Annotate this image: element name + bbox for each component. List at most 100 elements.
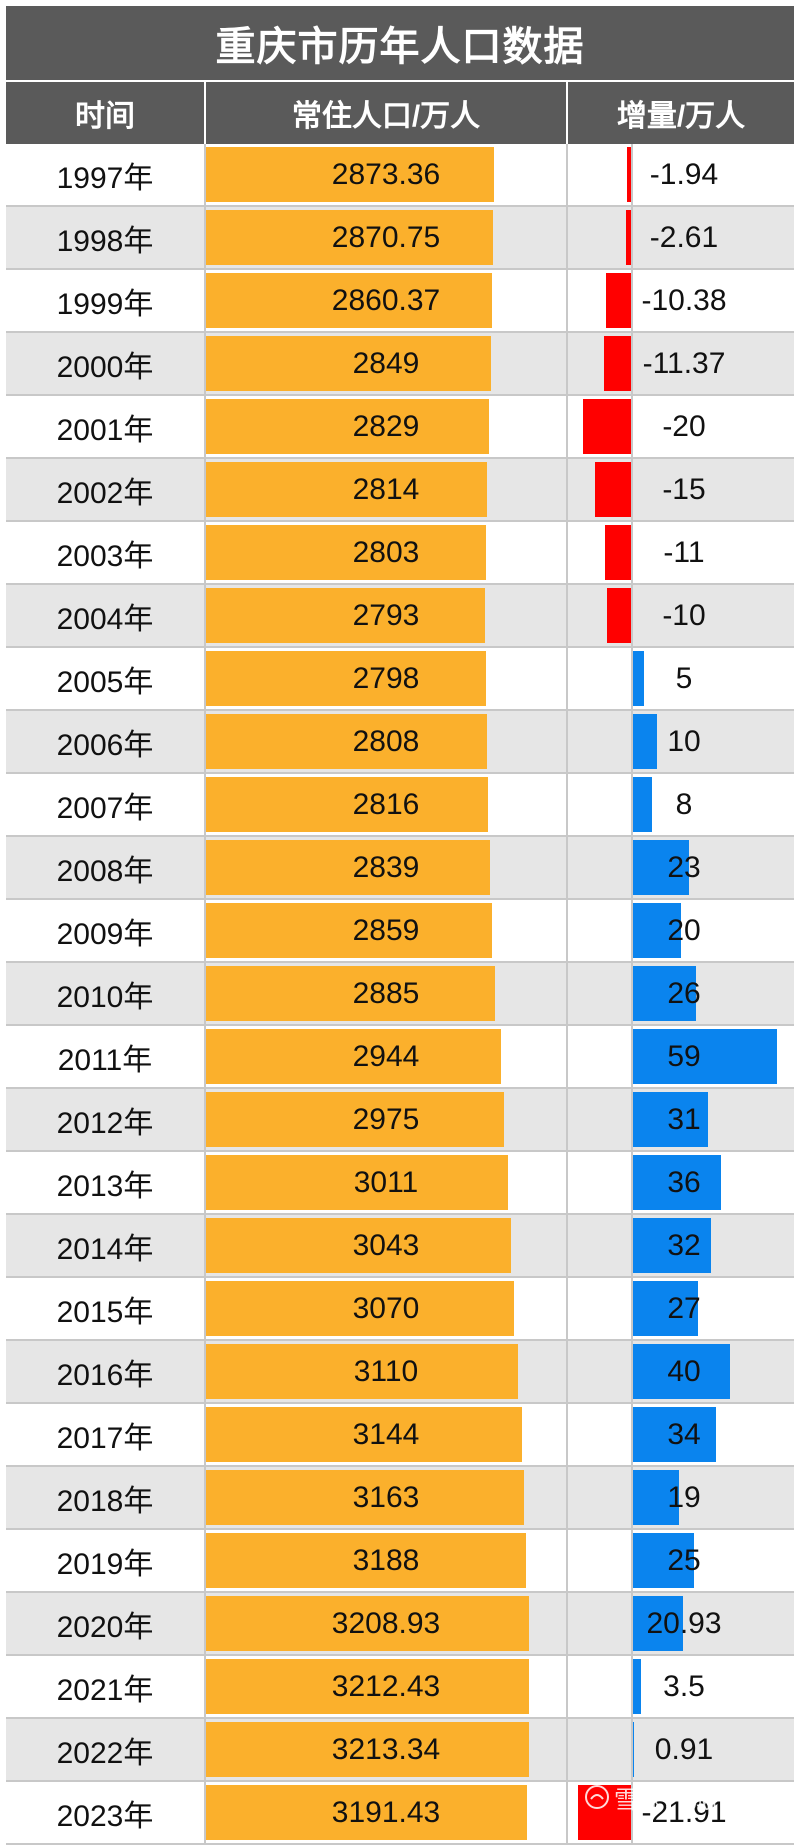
table-row: 2016年 3110 40	[6, 1341, 794, 1404]
increase-bar-positive	[632, 1533, 694, 1588]
population-bar	[206, 336, 492, 391]
population-value: 2808	[352, 724, 420, 758]
increase-value: -2.61	[649, 220, 719, 254]
increase-value: 0.91	[654, 1732, 714, 1766]
increase-value: 32	[667, 1228, 701, 1262]
increase-value: 20	[667, 913, 701, 947]
population-value: 2839	[352, 850, 420, 884]
population-value: 2816	[352, 787, 420, 821]
table-row: 2000年 2849 -11.37	[6, 333, 794, 396]
population-value: 3212.43	[331, 1669, 441, 1703]
year-cell: 2010年	[56, 980, 154, 1014]
column-divider	[204, 144, 206, 1845]
table-row: 1998年 2870.75 -2.61	[6, 207, 794, 270]
year-cell: 2004年	[56, 602, 154, 636]
table-row: 2002年 2814 -15	[6, 459, 794, 522]
population-value: 2829	[352, 409, 420, 443]
year-cell: 2007年	[56, 791, 154, 825]
increase-bar-negative	[607, 588, 632, 643]
zero-axis-line	[631, 144, 633, 1845]
population-bar	[206, 714, 487, 769]
table-row: 2023年 3191.43 -21.91	[6, 1782, 794, 1845]
table-row: 2017年 3144 34	[6, 1404, 794, 1467]
population-bar	[206, 147, 494, 202]
table-row: 2006年 2808 10	[6, 711, 794, 774]
population-bar	[206, 651, 486, 706]
increase-bar-positive	[632, 1155, 721, 1210]
population-bar	[206, 966, 495, 1021]
increase-bar-negative	[604, 336, 632, 391]
increase-value: 34	[667, 1417, 701, 1451]
table-row: 2022年 3213.34 0.91	[6, 1719, 794, 1782]
population-value: 3213.34	[331, 1732, 441, 1766]
header-increase: 增量/万人	[616, 100, 746, 133]
population-bar	[206, 1722, 529, 1777]
increase-value: 27	[667, 1291, 701, 1325]
population-bar	[206, 1344, 519, 1399]
population-bar	[206, 1785, 527, 1840]
table-row: 2018年 3163 19	[6, 1467, 794, 1530]
table-row: 2009年 2859 20	[6, 900, 794, 963]
increase-bar-positive	[632, 1596, 684, 1651]
increase-bar-negative	[595, 462, 632, 517]
table-row: 2004年 2793 -10	[6, 585, 794, 648]
population-bar	[206, 1659, 529, 1714]
header-divider	[566, 82, 568, 144]
table-row: 2020年 3208.93 20.93	[6, 1593, 794, 1656]
increase-value: 20.93	[646, 1606, 722, 1640]
population-bar	[206, 588, 486, 643]
population-value: 2849	[352, 346, 420, 380]
population-bar	[206, 399, 489, 454]
year-cell: 2016年	[56, 1358, 154, 1392]
population-value: 3163	[352, 1480, 420, 1514]
header-time: 时间	[75, 100, 135, 133]
year-cell: 2017年	[56, 1421, 154, 1455]
table-row: 2001年 2829 -20	[6, 396, 794, 459]
increase-bar-positive	[632, 1722, 635, 1777]
xueqiu-logo-icon	[585, 1785, 609, 1809]
page-title: 重庆市历年人口数据	[6, 6, 794, 80]
increase-bar-negative	[604, 525, 632, 580]
year-cell: 2022年	[56, 1736, 154, 1770]
table-row: 2021年 3212.43 3.5	[6, 1656, 794, 1719]
increase-value: 5	[675, 661, 693, 695]
increase-bar-positive	[632, 966, 696, 1021]
increase-bar-negative	[606, 273, 632, 328]
year-cell: 2020年	[56, 1610, 154, 1644]
population-bar	[206, 1533, 527, 1588]
population-bar	[206, 1092, 505, 1147]
population-value: 2870.75	[331, 220, 441, 254]
increase-value: -20	[662, 409, 706, 443]
population-value: 2859	[352, 913, 420, 947]
increase-value: 19	[667, 1480, 701, 1514]
increase-bar-positive	[632, 1092, 709, 1147]
increase-bar-positive	[632, 714, 657, 769]
year-cell: 1998年	[56, 224, 154, 258]
increase-value: 25	[667, 1543, 701, 1577]
increase-bar-positive	[632, 903, 682, 958]
increase-bar-positive	[632, 1659, 641, 1714]
column-divider	[566, 144, 568, 1845]
population-value: 3110	[353, 1354, 419, 1388]
year-cell: 2002年	[56, 476, 154, 510]
increase-bar-positive	[632, 1218, 711, 1273]
population-value: 3043	[352, 1228, 420, 1262]
year-cell: 2018年	[56, 1484, 154, 1518]
year-cell: 2023年	[56, 1799, 154, 1833]
table-header: 时间 常住人口/万人 增量/万人	[6, 82, 794, 144]
table-row: 2013年 3011 36	[6, 1152, 794, 1215]
increase-value: 10	[667, 724, 701, 758]
increase-value: 59	[667, 1039, 701, 1073]
increase-bar-positive	[632, 840, 689, 895]
population-bar	[206, 840, 490, 895]
increase-bar-positive	[632, 651, 645, 706]
year-cell: 2000年	[56, 350, 154, 384]
table-row: 2012年 2975 31	[6, 1089, 794, 1152]
population-bar	[206, 1596, 529, 1651]
table-row: 2008年 2839 23	[6, 837, 794, 900]
population-value: 2944	[352, 1039, 420, 1073]
year-cell: 2014年	[56, 1232, 154, 1266]
population-value: 2793	[352, 598, 420, 632]
year-cell: 2003年	[56, 539, 154, 573]
year-cell: 2001年	[56, 413, 154, 447]
